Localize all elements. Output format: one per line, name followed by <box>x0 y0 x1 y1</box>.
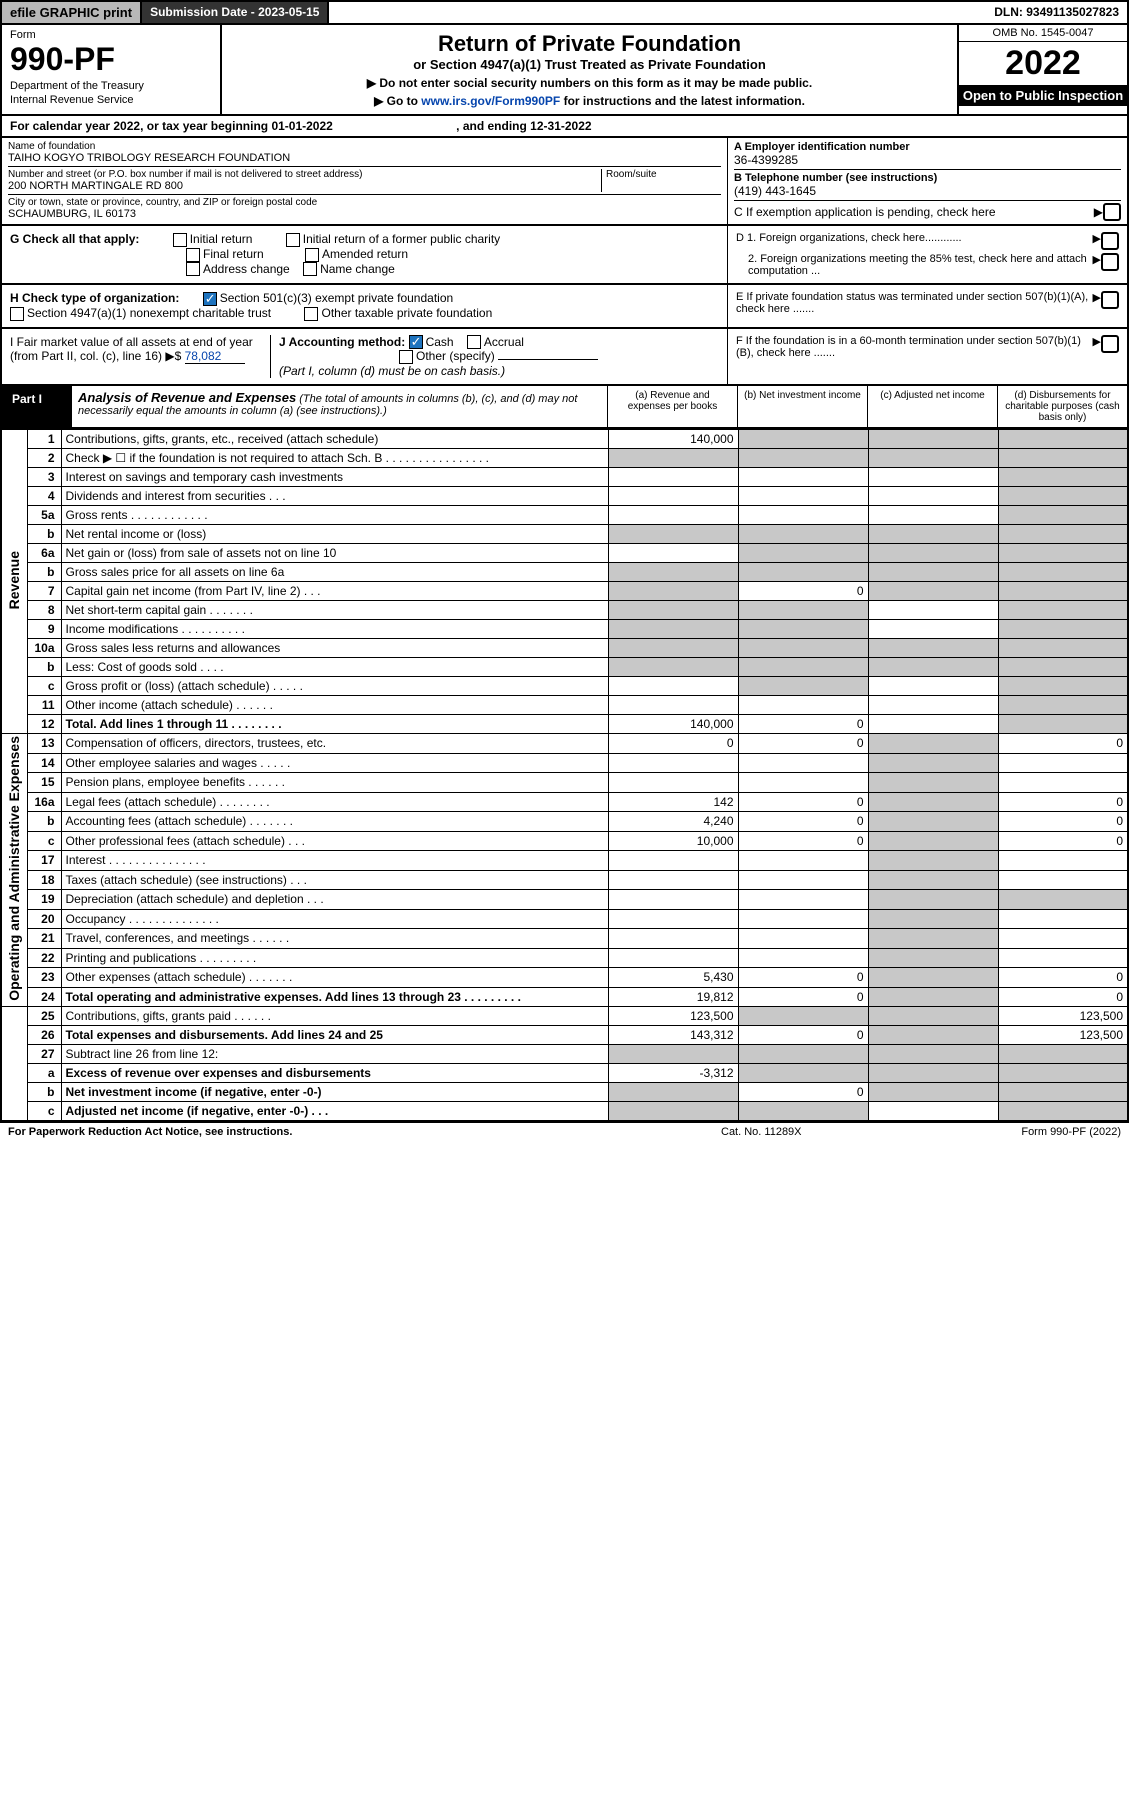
f-checkbox[interactable] <box>1101 335 1119 353</box>
submission-date: Submission Date - 2023-05-15 <box>142 2 329 23</box>
paperwork-notice: For Paperwork Reduction Act Notice, see … <box>8 1126 721 1138</box>
section-d2: 2. Foreign organizations meeting the 85%… <box>736 253 1093 277</box>
calendar-year-row: For calendar year 2022, or tax year begi… <box>0 116 1129 138</box>
4947-checkbox[interactable] <box>10 307 24 321</box>
section-j-label: J Accounting method: <box>279 335 405 349</box>
page-footer: For Paperwork Reduction Act Notice, see … <box>0 1122 1129 1141</box>
name-label: Name of foundation <box>8 141 721 152</box>
part1-title: Analysis of Revenue and Expenses <box>78 390 296 405</box>
section-g-label: G Check all that apply: <box>10 232 139 246</box>
irs-label: Internal Revenue Service <box>10 94 212 106</box>
city-state-zip: SCHAUMBURG, IL 60173 <box>8 208 721 220</box>
part1-header: Part I Analysis of Revenue and Expenses … <box>0 386 1129 429</box>
section-c-label: C If exemption application is pending, c… <box>734 205 1094 219</box>
form-subtitle: or Section 4947(a)(1) Trust Treated as P… <box>230 57 949 72</box>
section-ij-row: I Fair market value of all assets at end… <box>0 329 1129 387</box>
revenue-side-label: Revenue <box>6 551 22 609</box>
form-title: Return of Private Foundation <box>230 31 949 57</box>
address-change-checkbox[interactable] <box>186 262 200 276</box>
form-label: Form <box>10 29 212 41</box>
final-return-checkbox[interactable] <box>186 248 200 262</box>
ein-label: A Employer identification number <box>734 141 1121 153</box>
initial-former-checkbox[interactable] <box>286 233 300 247</box>
accrual-checkbox[interactable] <box>467 335 481 349</box>
e-checkbox[interactable] <box>1101 291 1119 309</box>
tax-year: 2022 <box>959 42 1127 85</box>
dept-treasury: Department of the Treasury <box>10 80 212 92</box>
col-c-head: (c) Adjusted net income <box>867 386 997 427</box>
amended-return-checkbox[interactable] <box>305 248 319 262</box>
open-to-public: Open to Public Inspection <box>959 85 1127 106</box>
addr-label: Number and street (or P.O. box number if… <box>8 169 601 180</box>
foundation-name: TAIHO KOGYO TRIBOLOGY RESEARCH FOUNDATIO… <box>8 152 721 164</box>
street-address: 200 NORTH MARTINGALE RD 800 <box>8 180 601 192</box>
dln: DLN: 93491135027823 <box>986 2 1127 23</box>
col-d-head: (d) Disbursements for charitable purpose… <box>997 386 1127 427</box>
section-e: E If private foundation status was termi… <box>736 291 1093 315</box>
form-number: 990-PF <box>10 41 212 78</box>
section-h-label: H Check type of organization: <box>10 291 179 305</box>
cat-number: Cat. No. 11289X <box>721 1126 921 1138</box>
section-j-note: (Part I, column (d) must be on cash basi… <box>279 364 505 378</box>
goto-note: ▶ Go to www.irs.gov/Form990PF for instru… <box>230 94 949 108</box>
part1-table: Revenue 1Contributions, gifts, grants, e… <box>0 429 1129 1122</box>
section-h-row: H Check type of organization: Section 50… <box>0 285 1129 329</box>
ein-value: 36-4399285 <box>734 153 1121 167</box>
section-d1: D 1. Foreign organizations, check here..… <box>736 232 1093 250</box>
top-bar: efile GRAPHIC print Submission Date - 20… <box>0 0 1129 25</box>
cash-checkbox[interactable] <box>409 335 423 349</box>
other-method-checkbox[interactable] <box>399 350 413 364</box>
d2-checkbox[interactable] <box>1101 253 1119 271</box>
section-f: F If the foundation is in a 60-month ter… <box>736 335 1093 359</box>
phone-value: (419) 443-1645 <box>734 184 1121 198</box>
section-g-row: G Check all that apply: Initial return I… <box>0 226 1129 285</box>
part1-label: Part I <box>2 386 72 427</box>
room-label: Room/suite <box>606 169 721 180</box>
section-c-checkbox[interactable] <box>1103 203 1121 221</box>
d1-checkbox[interactable] <box>1101 232 1119 250</box>
identity-block: Name of foundation TAIHO KOGYO TRIBOLOGY… <box>0 138 1129 226</box>
expenses-side-label: Operating and Administrative Expenses <box>6 736 22 1001</box>
city-label: City or town, state or province, country… <box>8 197 721 208</box>
501c3-checkbox[interactable] <box>203 292 217 306</box>
ssn-note: ▶ Do not enter social security numbers o… <box>230 76 949 90</box>
col-a-head: (a) Revenue and expenses per books <box>607 386 737 427</box>
fmv-value[interactable]: 78,082 <box>185 349 245 364</box>
initial-return-checkbox[interactable] <box>173 233 187 247</box>
other-taxable-checkbox[interactable] <box>304 307 318 321</box>
phone-label: B Telephone number (see instructions) <box>734 172 1121 184</box>
col-b-head: (b) Net investment income <box>737 386 867 427</box>
efile-print-button[interactable]: efile GRAPHIC print <box>2 2 142 23</box>
name-change-checkbox[interactable] <box>303 262 317 276</box>
irs-link[interactable]: www.irs.gov/Form990PF <box>421 94 560 108</box>
form-footer-label: Form 990-PF (2022) <box>921 1126 1121 1138</box>
omb-number: OMB No. 1545-0047 <box>959 25 1127 42</box>
form-header: Form 990-PF Department of the Treasury I… <box>0 25 1129 116</box>
